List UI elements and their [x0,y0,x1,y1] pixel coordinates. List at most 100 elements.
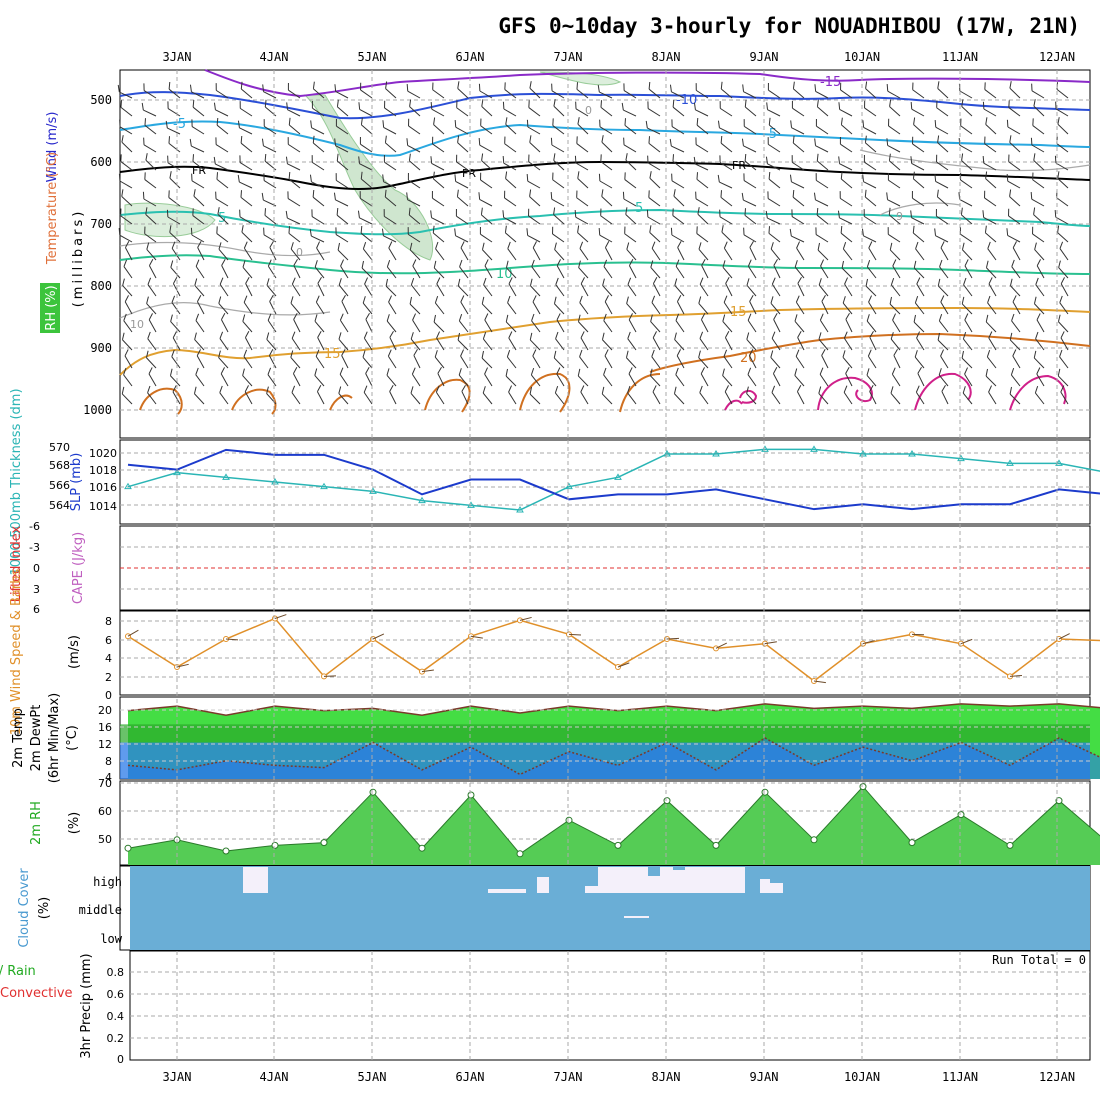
wind-barb-flag [433,260,437,269]
wind-barb-flag [1057,225,1060,233]
wind-barb-staff [1036,373,1045,387]
rh2m-point [957,811,965,819]
wind10m-barb [225,638,239,641]
wind-barb-flag [286,102,289,110]
wind-barb [147,385,157,405]
wind-barb-flag [338,278,342,286]
wind-barb-staff [964,373,973,387]
wind-barb-staff [722,375,733,387]
wind-barb-flag [410,332,414,340]
wind-barb-staff [935,235,949,243]
wind-barb [456,100,469,117]
ylabel-dewpt2m: 2m DewPt [29,705,44,772]
wind-barb [893,348,901,369]
top-date-label: 9JAN [750,50,779,64]
wind-barb [628,313,637,333]
wind-barb-staff [122,339,133,351]
wind-barb [147,277,157,297]
wind-barb [245,276,253,297]
wind-barb-flag [339,367,344,375]
rh2m-tick: 50 [98,833,112,846]
wind-barb-flag [863,209,865,217]
wind-barb-staff [1007,234,1021,243]
wind-barb-staff [580,337,589,351]
wind-barb-staff [937,142,949,153]
upper-air-wind-barbs [117,81,1069,405]
loop-magenta [914,372,972,411]
wind-barb-staff [458,374,469,387]
wind-barb-staff [147,392,157,405]
wind-barb-flag [432,136,434,144]
wind-barb-flag [1030,137,1033,146]
wind-barb-flag [1057,171,1060,179]
wind-barb-flag [840,117,843,125]
wind-barb-flag [961,99,964,107]
wind-barb-flag [766,102,769,110]
wind-barb [412,313,421,333]
wind-barb [165,120,181,135]
wind-barb-staff [242,375,253,387]
wind-barb-staff [532,301,541,315]
wind-barb [454,228,469,243]
wind-barb-staff [290,357,301,369]
wind-barb-flag [1054,209,1057,218]
wind-barb-flag [334,138,337,146]
wind-barb-flag [789,228,792,237]
wind-barb [577,314,589,333]
wind-barb [220,367,229,387]
wind-barb-flag [215,137,217,145]
wind-barb-staff [170,321,181,333]
wind-barb [821,294,829,315]
wind-barb-flag [864,135,867,143]
wind-barb [744,208,757,225]
date-gridlines [176,70,1058,1060]
wind-barb-flag [1006,228,1009,236]
wind-barb-flag [264,99,267,108]
wind-barb [291,331,301,351]
wind-barb-flag [625,207,628,215]
wind-barb-flag [599,119,601,127]
wind-barb-staff [841,267,853,279]
wind-barb [725,276,733,297]
wind-barb-flag [555,277,559,285]
wind-barb-flag [839,136,841,145]
wind-barb [696,172,709,189]
wind-barb [652,277,661,297]
wind-barb [600,154,613,171]
wind-barb-staff [964,319,973,333]
wind-barb-flag [771,277,776,285]
wind-barb-flag [794,368,798,376]
wind-barb-staff [984,89,997,99]
wind-barb-staff [287,143,301,153]
wind-barb-staff [507,302,517,315]
rh-contour [119,241,331,257]
wind-barb [1009,278,1021,297]
wind-barb [579,241,589,261]
wind-barb-staff [677,247,685,261]
bottom-date-label: 5JAN [358,1070,387,1084]
wind-barb-staff [987,302,997,315]
rh2m-ticks: 70 60 50 [98,777,112,846]
wind-barb [815,118,829,135]
contour-label: 9 [896,210,903,223]
wind-barb-staff [863,235,877,243]
thickness-point [173,468,181,476]
wind-barb [842,350,853,369]
rh2m-panel: 70 60 50 2m RH (%) [29,777,1100,866]
wind-barb [576,136,589,153]
wind-barb-flag [937,81,940,89]
wind-barb-staff [695,109,709,117]
wind-barb-flag [171,241,176,249]
wind-barb-staff [626,249,637,261]
high-cloud-cell [770,883,783,893]
wind-barb [215,137,229,153]
wind-barb [145,153,157,171]
wind-barb-staff [383,181,397,189]
wind-barb-flag [869,384,874,392]
wind-barb-staff [527,234,541,243]
wind-barb-staff [410,338,421,351]
wind-barb [819,313,829,333]
wind-barb-staff [436,283,445,297]
wind-barb-staff [119,126,133,135]
wind-barb-flag [553,207,556,215]
